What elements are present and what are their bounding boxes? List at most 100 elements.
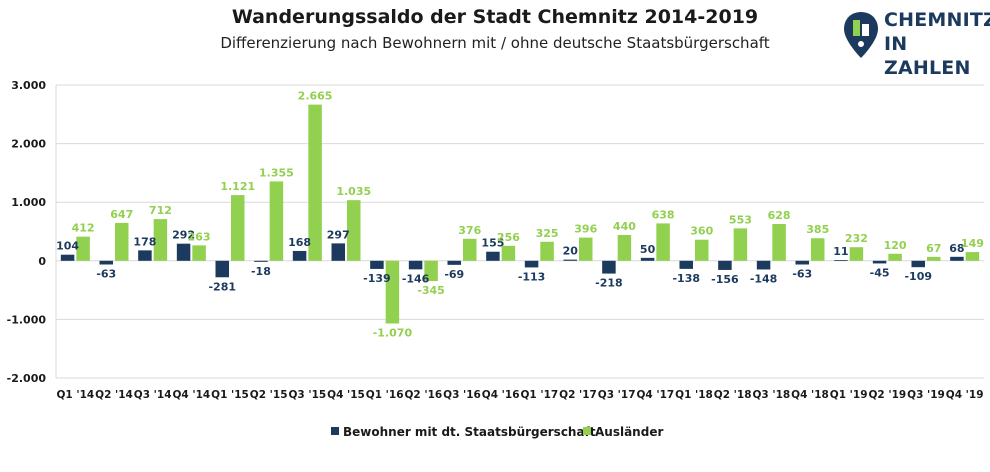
bar-auslaender [231, 195, 245, 261]
x-tick-label: Q1 '16 [366, 389, 404, 401]
data-label-bewohner: -139 [363, 272, 391, 285]
chart-subtitle: Differenzierung nach Bewohnern mit / ohn… [220, 34, 770, 52]
bar-bewohner [602, 260, 616, 274]
data-label-auslaender: 376 [458, 224, 481, 237]
bar-auslaender [733, 228, 748, 261]
y-axis: 3.000 2.000 1.000 0 -1.000 -2.000 [7, 79, 47, 385]
legend-label-bewohner: Bewohner mit dt. Staatsbürgerschaft [343, 425, 596, 439]
bar-bewohner [872, 260, 887, 264]
bar-bewohner [370, 260, 384, 269]
y-tick-label: 1.000 [11, 196, 46, 209]
map-pin-icon [844, 12, 878, 58]
legend-swatch-auslaender [583, 427, 591, 435]
bar-bewohner [679, 260, 693, 269]
data-label-auslaender: 149 [961, 237, 984, 250]
bar-bewohner [718, 260, 732, 270]
data-label-auslaender: 325 [536, 227, 559, 240]
x-tick-label: Q1 '18 [675, 389, 713, 401]
bar-bewohner [292, 250, 307, 261]
x-tick-label: Q3 '17 [598, 389, 636, 401]
x-tick-label: Q4 '17 [636, 389, 674, 401]
data-label-auslaender: 396 [574, 223, 597, 236]
x-tick-label: Q3 '14 [134, 389, 172, 401]
bar-auslaender [153, 219, 168, 261]
data-label-auslaender: 1.121 [220, 180, 255, 193]
x-tick-label: Q2 '18 [714, 389, 752, 401]
bar-bewohner [911, 260, 925, 268]
bar-auslaender [888, 253, 902, 261]
bar-auslaender [269, 181, 284, 261]
x-tick-label: Q4 '19 [946, 389, 984, 401]
gridlines [55, 84, 984, 379]
data-label-auslaender: 67 [926, 242, 941, 255]
bar-auslaender [347, 200, 361, 261]
data-label-auslaender: 647 [110, 208, 133, 221]
bar-auslaender [385, 260, 400, 324]
bar-bewohner [60, 254, 75, 261]
bar-auslaender [501, 245, 516, 261]
y-tick-label: -1.000 [7, 313, 47, 326]
data-label-bewohner: 155 [481, 237, 504, 250]
logo-line1: CHEMNITZ [884, 9, 990, 31]
data-label-bewohner: -113 [518, 270, 546, 283]
y-tick-label: 2.000 [11, 138, 46, 151]
data-label-bewohner: -146 [402, 272, 430, 285]
data-label-auslaender: 638 [652, 208, 675, 221]
data-label-auslaender: -345 [417, 284, 445, 297]
x-tick-label: Q2 '19 [868, 389, 906, 401]
data-label-auslaender: 263 [188, 230, 211, 243]
data-label-bewohner: 50 [640, 243, 656, 256]
bar-bewohner [447, 260, 461, 265]
logo-line2: IN ZAHLEN [884, 33, 971, 79]
bar-bewohner [486, 251, 500, 261]
data-label-bewohner: -69 [444, 268, 464, 281]
bar-auslaender [811, 238, 825, 261]
data-label-auslaender: 628 [768, 209, 791, 222]
bar-auslaender [927, 256, 941, 261]
x-tick-label: Q2 '16 [404, 389, 442, 401]
x-tick-label: Q3 '15 [288, 389, 326, 401]
bar-bewohner [99, 260, 113, 265]
x-tick-label: Q1 '14 [56, 389, 94, 401]
bar-auslaender [965, 252, 980, 261]
bar-auslaender [76, 236, 90, 261]
logo: CHEMNITZ IN ZAHLEN [842, 6, 990, 79]
bar-bewohner [834, 260, 848, 261]
data-label-bewohner: -63 [792, 267, 812, 280]
y-tick-label: -2.000 [7, 372, 47, 385]
data-label-auslaender: 385 [806, 223, 829, 236]
logo-text: CHEMNITZ IN ZAHLEN [884, 8, 990, 80]
bar-bewohner [563, 259, 577, 261]
bar-bewohner [950, 256, 964, 261]
data-label-auslaender: 120 [884, 239, 907, 252]
bar-auslaender [617, 235, 632, 261]
data-label-auslaender: 553 [729, 213, 752, 226]
data-label-auslaender: 1.355 [259, 166, 294, 179]
bar-bewohner [408, 260, 423, 270]
data-label-bewohner: -63 [96, 267, 116, 280]
x-tick-label: Q1 '19 [830, 389, 868, 401]
bar-auslaender [115, 222, 129, 261]
x-tick-label: Q1 '15 [211, 389, 249, 401]
bars [60, 104, 980, 324]
data-label-auslaender: 256 [497, 231, 520, 244]
data-label-bewohner: 104 [56, 240, 79, 253]
bar-auslaender [192, 245, 206, 261]
data-label-bewohner: 68 [949, 242, 964, 255]
data-label-auslaender: 1.035 [336, 185, 371, 198]
legend: Bewohner mit dt. Staatsbürgerschaft Auslä… [331, 425, 663, 439]
data-label-bewohner: 168 [288, 236, 311, 249]
data-label-bewohner: -138 [672, 272, 700, 285]
data-label-bewohner: -281 [208, 280, 236, 293]
data-label-bewohner: -45 [870, 266, 890, 279]
bar-auslaender [540, 241, 554, 261]
data-label-bewohner: -109 [904, 270, 932, 283]
data-label-auslaender: 2.665 [298, 90, 333, 103]
bar-auslaender [695, 239, 709, 261]
bar-bewohner [215, 260, 229, 278]
y-tick-label: 0 [38, 255, 46, 268]
x-tick-label: Q4 '16 [482, 389, 520, 401]
data-label-auslaender: 712 [149, 204, 172, 217]
bar-auslaender [579, 237, 593, 261]
legend-label-auslaender: Ausländer [595, 425, 663, 439]
